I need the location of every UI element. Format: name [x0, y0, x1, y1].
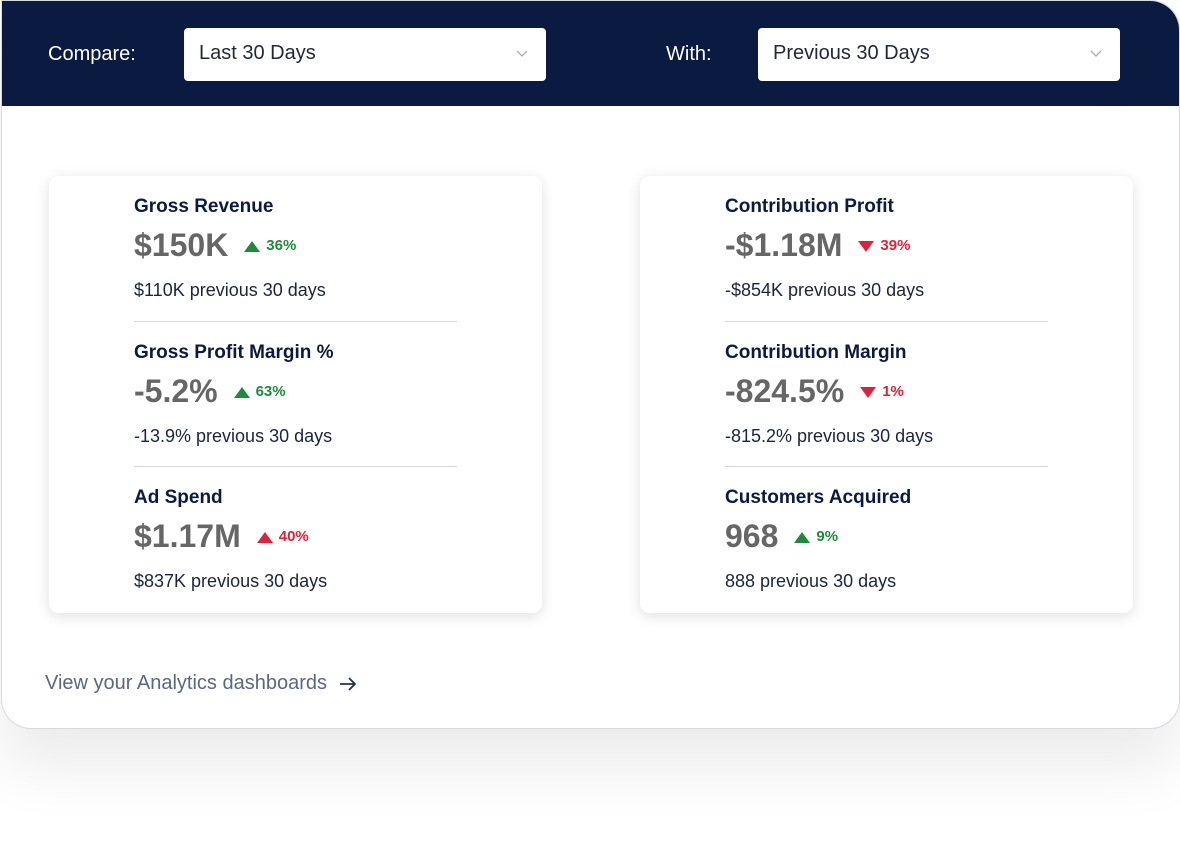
- metric-previous: $837K previous 30 days: [134, 571, 328, 591]
- metric-change: 36%: [266, 237, 297, 254]
- metric-row: $150K 36%: [134, 227, 296, 264]
- metric-row: -824.5% 1%: [725, 373, 904, 410]
- metric-card: Contribution Profit -$1.18M 39% -$854K prev…: [640, 176, 1133, 613]
- metric-value: $150K: [134, 227, 229, 263]
- header-bar: Compare: Last 30 Days With: Previous 30 …: [2, 1, 1179, 106]
- metric-value: $1.17M: [134, 518, 241, 554]
- metric-title: Gross Revenue: [134, 196, 274, 217]
- metric-title: Contribution Profit: [725, 196, 894, 217]
- metric: Contribution Margin -824.5% 1% -815.2% prev…: [725, 321, 1048, 467]
- metric-title: Gross Profit Margin %: [134, 342, 334, 363]
- trend-triangle: [244, 240, 261, 252]
- metric-row: $1.17M 40%: [134, 518, 309, 555]
- trend-icon: [244, 240, 261, 252]
- arrow-icon: [340, 676, 357, 691]
- chevron: [516, 50, 528, 57]
- metric-row: -5.2% 63%: [134, 373, 286, 410]
- trend-icon: [858, 240, 875, 252]
- metric-row: -$1.18M 39%: [725, 227, 910, 264]
- metric-change: 63%: [255, 383, 286, 400]
- trend-icon: [256, 531, 273, 543]
- with-label: With:: [666, 43, 712, 65]
- link-text: View your Analytics dashboards: [45, 672, 328, 694]
- panel: Compare: Last 30 Days With: Previous 30 …: [1, 0, 1180, 729]
- metric: Contribution Profit -$1.18M 39% -$854K prev…: [725, 176, 1048, 321]
- metric-change: 39%: [880, 237, 911, 254]
- metric-value: -824.5%: [725, 373, 845, 409]
- trend-triangle: [858, 240, 875, 252]
- with-dropdown[interactable]: Previous 30 Days: [758, 28, 1120, 81]
- metric-previous: -13.9% previous 30 days: [134, 426, 333, 446]
- metric-value: -5.2%: [134, 373, 218, 409]
- metric-previous: -$854K previous 30 days: [725, 280, 925, 300]
- metric-value: -$1.18M: [725, 227, 843, 263]
- trend-triangle: [233, 386, 250, 398]
- metric-previous: -815.2% previous 30 days: [725, 426, 934, 446]
- metric-title: Customers Acquired: [725, 487, 912, 508]
- chevron: [1090, 50, 1102, 57]
- metric-change: 9%: [816, 528, 839, 545]
- trend-icon: [860, 386, 877, 398]
- metric-card: Gross Revenue $150K 36% $110K previous 30 d…: [49, 176, 542, 613]
- analytics-link[interactable]: View your Analytics dashboards: [45, 672, 357, 695]
- metric: Gross Profit Margin % -5.2% 63% -13.9% prev…: [134, 321, 457, 467]
- metric-previous: $110K previous 30 days: [134, 280, 326, 300]
- dropdown-value: Previous 30 Days: [773, 42, 930, 64]
- metric: Gross Revenue $150K 36% $110K previous 30 d…: [134, 176, 457, 321]
- trend-icon: [233, 386, 250, 398]
- compare-label: Compare:: [48, 43, 136, 65]
- trend-triangle: [794, 531, 811, 543]
- metric: Customers Acquired 968 9% 888 previous 30 d…: [725, 466, 1048, 612]
- metric-title: Ad Spend: [134, 487, 223, 508]
- trend-icon: [794, 531, 811, 543]
- trend-triangle: [256, 531, 273, 543]
- metric: Ad Spend $1.17M 40% $837K previous 30 days: [134, 466, 457, 612]
- compare-dropdown[interactable]: Last 30 Days: [184, 28, 546, 81]
- metric-row: 968 9%: [725, 518, 838, 555]
- metric-change: 40%: [278, 528, 309, 545]
- metric-title: Contribution Margin: [725, 342, 907, 363]
- trend-triangle: [860, 386, 877, 398]
- metric-previous: 888 previous 30 days: [725, 571, 897, 591]
- dropdown-value: Last 30 Days: [199, 42, 316, 64]
- metric-value: 968: [725, 518, 779, 554]
- metric-change: 1%: [882, 383, 904, 400]
